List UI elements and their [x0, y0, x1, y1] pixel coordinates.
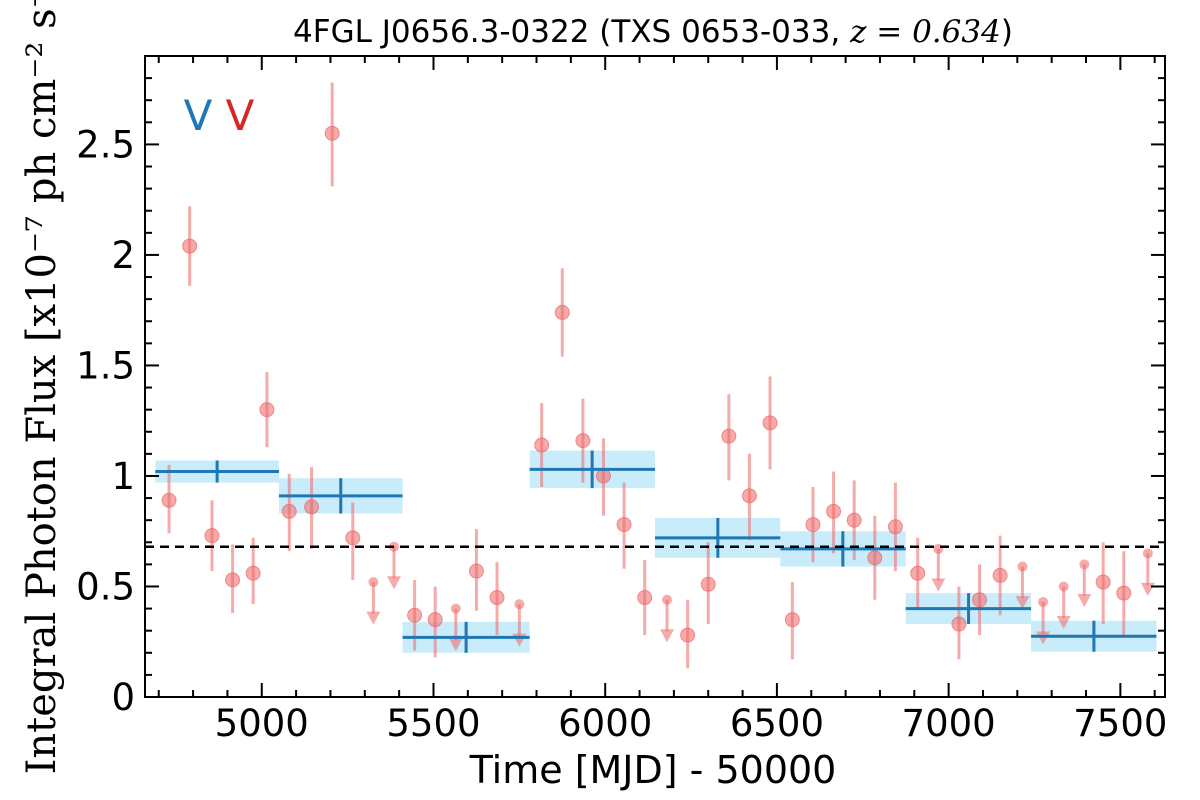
detection-point	[805, 517, 821, 533]
detection-point	[616, 517, 632, 533]
upper-limit-arrow	[386, 576, 401, 590]
y-tick-label: 0.5	[76, 565, 135, 608]
x-tick-label: 5500	[386, 702, 480, 745]
detection-point	[468, 563, 484, 579]
y-tick-label: 1.5	[76, 344, 135, 387]
detection-point	[259, 402, 275, 418]
detection-point	[345, 530, 361, 546]
upper-limit-arrow	[660, 629, 675, 643]
detection-point	[867, 550, 883, 566]
x-tick-label: 6000	[558, 702, 652, 745]
title-prefix: 4FGL J0656.3-0322 (TXS 0653-033,	[293, 14, 850, 50]
x-tick-label: 7500	[1073, 702, 1167, 745]
marker-v-blue: V	[184, 91, 213, 140]
detection-point	[846, 512, 862, 528]
detection-point	[304, 499, 320, 515]
detection-point	[762, 415, 778, 431]
detection-point	[721, 428, 737, 444]
chart-title: 4FGL J0656.3-0322 (TXS 0653-033, z = 0.6…	[293, 14, 1013, 50]
upper-limit-arrow	[1077, 593, 1092, 607]
detection-point	[680, 627, 696, 643]
x-tick-label: 7000	[902, 702, 996, 745]
upper-limit-arrow	[931, 578, 946, 592]
detection-point	[407, 607, 423, 623]
y-tick-label: 2	[111, 234, 135, 277]
x-tick-label: 5000	[215, 702, 309, 745]
detection-point	[161, 492, 177, 508]
y-axis-label: Integral Photon Flux [x10⁻⁷ ph cm⁻² s⁻¹]	[19, 0, 65, 774]
detection-point	[910, 565, 926, 581]
x-tick-label: 6500	[730, 702, 824, 745]
upper-limit-arrow	[1056, 616, 1071, 630]
y-tick-label: 2.5	[76, 123, 135, 166]
detection-point	[700, 576, 716, 592]
detection-point	[1095, 574, 1111, 590]
detection-error-bars	[167, 82, 1126, 669]
detection-point	[951, 616, 967, 632]
detection-point	[554, 304, 570, 320]
title-suffix: )	[1001, 14, 1013, 50]
binned-flux-lines	[155, 450, 1157, 653]
detection-point	[534, 437, 550, 453]
detection-point	[826, 503, 842, 519]
detection-point	[741, 488, 757, 504]
detection-point	[1116, 585, 1132, 601]
detection-point	[204, 528, 220, 544]
detection-point	[281, 503, 297, 519]
detection-point	[784, 612, 800, 628]
y-tick-label: 0	[111, 676, 135, 719]
detection-point	[489, 590, 505, 606]
y-tick-label: 1	[111, 455, 135, 498]
title-redshift: z = 0.634	[849, 14, 1001, 50]
x-tick-labels: 5000 5500 6000 6500 7000 7500	[215, 702, 1168, 745]
upper-limit-arrow	[366, 611, 381, 625]
bin-error-bands	[155, 450, 1157, 653]
detection-point	[427, 612, 443, 628]
detection-point	[245, 565, 261, 581]
detection-point	[992, 567, 1008, 583]
y-tick-labels: 0 0.5 1 1.5 2 2.5	[76, 123, 135, 719]
upper-limit-arrow	[448, 638, 463, 652]
detection-point	[324, 125, 340, 141]
detection-point	[595, 468, 611, 484]
plot-frame	[144, 55, 1166, 698]
detection-point	[972, 592, 988, 608]
detection-point	[225, 572, 241, 588]
detection-points	[161, 125, 1132, 643]
upper-limit-arrow	[1140, 582, 1155, 596]
upper-limit-markers	[366, 541, 1155, 652]
detection-point	[887, 519, 903, 535]
detection-point	[637, 590, 653, 606]
upper-limit-arrow	[1015, 596, 1030, 610]
detection-point	[575, 433, 591, 449]
marker-v-red: V	[226, 91, 255, 140]
x-axis-label: Time [MJD] - 50000	[469, 748, 837, 792]
detection-point	[182, 238, 198, 254]
